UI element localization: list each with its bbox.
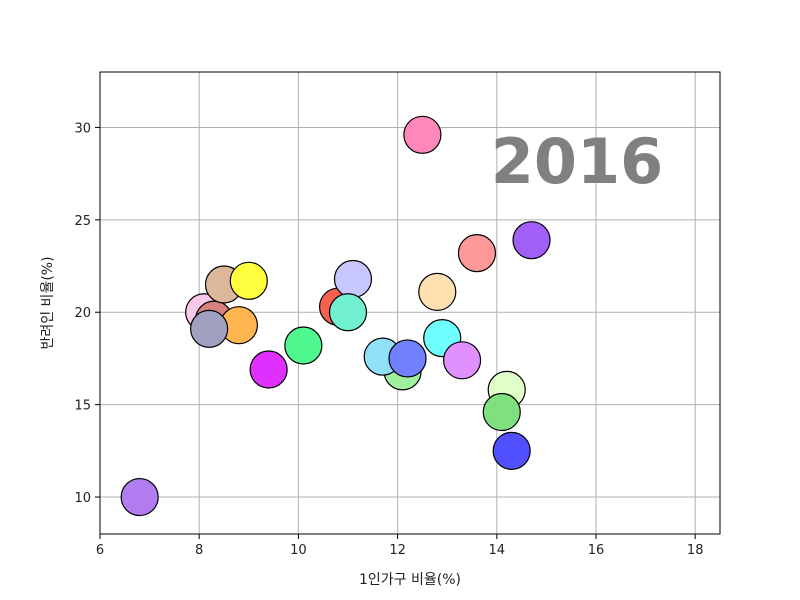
data-point bbox=[403, 115, 442, 154]
annotation-layer: 2016 bbox=[491, 125, 664, 198]
year-annotation: 2016 bbox=[491, 125, 664, 198]
plot-frame bbox=[99, 71, 721, 535]
x-tick-label: 12 bbox=[389, 543, 406, 558]
axis-ticks: 6 8 10 12 14 16 18 10 15 20 25 30 bbox=[74, 121, 703, 558]
data-point bbox=[249, 350, 288, 389]
y-tick-label: 20 bbox=[74, 306, 91, 321]
data-point bbox=[333, 259, 373, 299]
x-tick-label: 18 bbox=[687, 543, 704, 558]
y-axis-label: 반려인 비율(%) bbox=[40, 256, 56, 349]
data-point bbox=[457, 234, 497, 273]
data-point bbox=[482, 392, 521, 432]
data-point bbox=[190, 309, 229, 348]
x-tick-label: 8 bbox=[195, 543, 203, 558]
x-tick-label: 10 bbox=[290, 543, 307, 558]
data-points bbox=[120, 115, 551, 517]
data-point bbox=[388, 339, 427, 378]
data-point bbox=[442, 341, 482, 380]
grid bbox=[99, 72, 720, 534]
data-point bbox=[120, 477, 159, 517]
y-tick-label: 10 bbox=[74, 491, 91, 506]
x-tick-label: 6 bbox=[96, 543, 104, 558]
y-tick-label: 15 bbox=[74, 399, 91, 414]
data-point bbox=[418, 272, 457, 312]
data-point bbox=[328, 293, 368, 332]
x-axis-label: 1인가구 비율(%) bbox=[359, 572, 461, 588]
data-point bbox=[284, 326, 323, 365]
data-point bbox=[229, 261, 268, 300]
y-tick-label: 30 bbox=[74, 121, 91, 136]
data-point bbox=[492, 431, 531, 470]
x-tick-label: 16 bbox=[588, 543, 605, 558]
x-tick-label: 14 bbox=[489, 543, 506, 558]
data-point bbox=[512, 221, 551, 260]
y-tick-label: 25 bbox=[74, 214, 91, 229]
